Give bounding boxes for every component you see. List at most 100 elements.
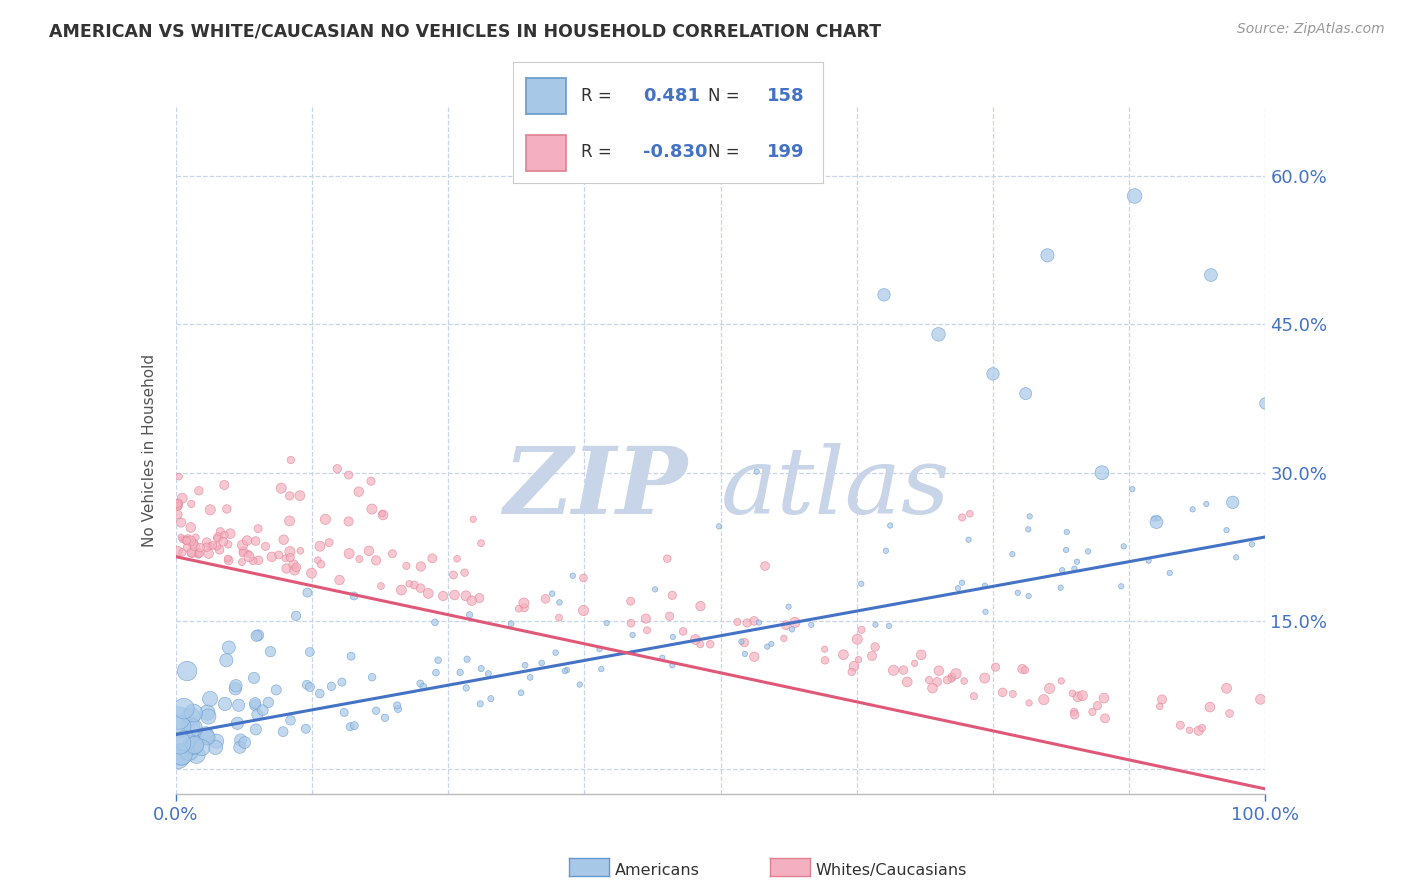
Point bbox=[226, 716, 249, 731]
Point bbox=[754, 559, 776, 574]
Point bbox=[1150, 692, 1173, 706]
Point bbox=[242, 554, 264, 568]
Text: ZIP: ZIP bbox=[503, 442, 688, 533]
Point bbox=[1066, 555, 1088, 569]
Point bbox=[343, 589, 366, 603]
Point bbox=[308, 686, 330, 700]
Point bbox=[981, 367, 1004, 381]
Point bbox=[245, 698, 267, 713]
Point bbox=[780, 623, 803, 637]
Point bbox=[555, 663, 578, 677]
Point bbox=[188, 541, 211, 555]
Point bbox=[301, 566, 323, 581]
Point bbox=[699, 637, 721, 651]
Point bbox=[879, 518, 901, 533]
Point bbox=[307, 553, 329, 567]
Point bbox=[337, 515, 360, 529]
Point bbox=[973, 671, 995, 685]
Point bbox=[167, 750, 190, 764]
Point bbox=[183, 739, 205, 753]
Point bbox=[183, 706, 205, 720]
Point bbox=[208, 542, 231, 557]
Point bbox=[453, 566, 475, 580]
Point bbox=[195, 541, 218, 555]
FancyBboxPatch shape bbox=[526, 78, 565, 114]
Point bbox=[1091, 466, 1114, 480]
Point bbox=[184, 539, 207, 553]
Point bbox=[337, 468, 360, 483]
Point bbox=[200, 503, 222, 517]
Point bbox=[238, 547, 260, 561]
Point bbox=[734, 647, 756, 661]
Point bbox=[233, 735, 256, 749]
Point bbox=[842, 659, 865, 673]
Point bbox=[181, 537, 204, 551]
Point bbox=[409, 581, 432, 595]
Point bbox=[783, 615, 806, 630]
Point bbox=[851, 623, 873, 637]
Point bbox=[298, 645, 321, 659]
Point bbox=[689, 599, 711, 614]
Point bbox=[285, 608, 308, 623]
Point bbox=[513, 596, 536, 610]
Point bbox=[735, 615, 758, 630]
Point bbox=[658, 609, 681, 624]
Point bbox=[170, 747, 193, 762]
Point bbox=[927, 674, 949, 689]
Text: 158: 158 bbox=[766, 87, 804, 104]
Point bbox=[548, 595, 571, 609]
Point bbox=[468, 591, 491, 605]
Point bbox=[1146, 511, 1168, 525]
Point bbox=[232, 546, 254, 560]
Point bbox=[945, 666, 967, 681]
Point bbox=[1049, 581, 1071, 595]
Point bbox=[1014, 663, 1036, 677]
Point bbox=[1218, 706, 1240, 721]
Point bbox=[218, 553, 240, 567]
Point bbox=[657, 551, 679, 566]
Point bbox=[181, 545, 204, 559]
Point bbox=[456, 652, 478, 666]
Point bbox=[544, 646, 567, 660]
Point bbox=[863, 640, 886, 654]
Point bbox=[184, 530, 207, 544]
Point bbox=[572, 603, 595, 617]
Point bbox=[463, 512, 485, 526]
Point bbox=[963, 689, 986, 703]
Point bbox=[252, 703, 274, 717]
Point bbox=[172, 545, 194, 559]
Point bbox=[274, 551, 297, 566]
Point bbox=[197, 547, 219, 561]
Point bbox=[215, 653, 238, 667]
Point bbox=[661, 658, 683, 673]
Point bbox=[177, 533, 200, 547]
Point bbox=[470, 536, 492, 550]
Point bbox=[1178, 723, 1201, 738]
Point bbox=[1050, 563, 1073, 577]
Point bbox=[1094, 711, 1116, 725]
Point bbox=[398, 577, 420, 591]
Point bbox=[742, 614, 765, 628]
Point bbox=[423, 615, 446, 630]
Point bbox=[278, 489, 301, 503]
Point bbox=[229, 740, 252, 755]
Point bbox=[264, 682, 287, 697]
Point bbox=[232, 538, 254, 552]
Point bbox=[1143, 511, 1166, 525]
Point bbox=[957, 533, 980, 547]
Point bbox=[1015, 386, 1038, 401]
Point bbox=[1250, 692, 1272, 706]
Point bbox=[873, 288, 896, 302]
Point bbox=[321, 679, 343, 693]
Point bbox=[283, 558, 305, 572]
Point bbox=[814, 653, 837, 667]
Text: AMERICAN VS WHITE/CAUCASIAN NO VEHICLES IN HOUSEHOLD CORRELATION CHART: AMERICAN VS WHITE/CAUCASIAN NO VEHICLES … bbox=[49, 22, 882, 40]
Point bbox=[278, 514, 301, 528]
Point bbox=[229, 733, 252, 747]
Point bbox=[337, 547, 360, 561]
Point bbox=[173, 733, 195, 747]
Point bbox=[742, 649, 765, 664]
Point bbox=[1092, 691, 1115, 706]
Point bbox=[217, 551, 239, 566]
Point bbox=[425, 665, 447, 680]
